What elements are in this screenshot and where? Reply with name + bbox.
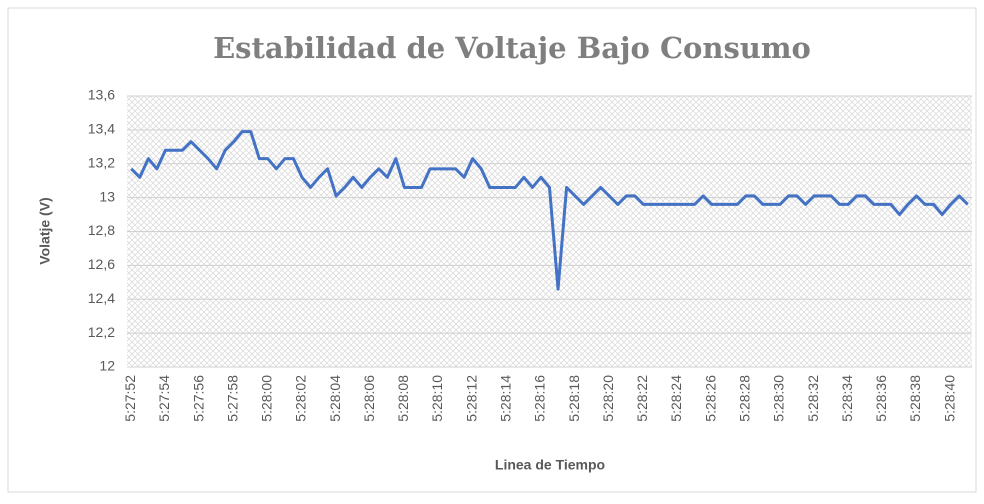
x-tick-label: 5:28:18 [566, 375, 582, 422]
x-tick-label: 5:28:16 [532, 375, 548, 422]
y-tick-label: 13,6 [88, 87, 115, 103]
x-axis-title: Linea de Tiempo [495, 457, 605, 473]
x-tick-label: 5:27:58 [224, 375, 240, 422]
x-tick-label: 5:28:00 [259, 375, 275, 422]
y-tick-label: 12,6 [88, 256, 115, 272]
y-axis-title: Volatje (V) [37, 197, 53, 264]
x-tick-label: 5:28:20 [600, 375, 616, 422]
x-tick-label: 5:27:52 [122, 375, 138, 422]
x-tick-label: 5:28:06 [361, 375, 377, 422]
x-tick-label: 5:28:02 [293, 375, 309, 422]
x-tick-label: 5:28:32 [805, 375, 821, 422]
x-tick-label: 5:27:56 [190, 375, 206, 422]
x-tick-label: 5:28:34 [839, 375, 855, 422]
x-tick-label: 5:28:38 [907, 375, 923, 422]
x-tick-label: 5:28:08 [395, 375, 411, 422]
y-tick-label: 13,4 [88, 121, 115, 137]
data-line [130, 130, 969, 291]
y-tick-label: 13,2 [88, 154, 115, 170]
x-tick-label: 5:28:04 [327, 375, 343, 422]
x-tick-label: 5:28:28 [737, 375, 753, 422]
x-tick-label: 5:28:30 [771, 375, 787, 422]
y-tick-label: 12,8 [88, 222, 115, 238]
x-tick-label: 5:28:40 [941, 375, 957, 422]
x-tick-label: 5:28:14 [498, 375, 514, 422]
chart-title: Estabilidad de Voltaje Bajo Consumo [213, 31, 811, 65]
x-tick-label: 5:28:22 [634, 375, 650, 422]
x-tick-label: 5:28:24 [668, 375, 684, 422]
y-tick-label: 13 [99, 188, 115, 204]
y-tick-label: 12,2 [88, 324, 115, 340]
x-tick-label: 5:27:54 [156, 375, 172, 422]
x-tick-label: 5:28:26 [702, 375, 718, 422]
y-tick-label: 12 [99, 358, 115, 374]
x-tick-label: 5:28:12 [463, 375, 479, 422]
x-tick-label: 5:28:10 [429, 375, 445, 422]
y-tick-label: 12,4 [88, 290, 115, 306]
x-tick-label: 5:28:36 [873, 375, 889, 422]
